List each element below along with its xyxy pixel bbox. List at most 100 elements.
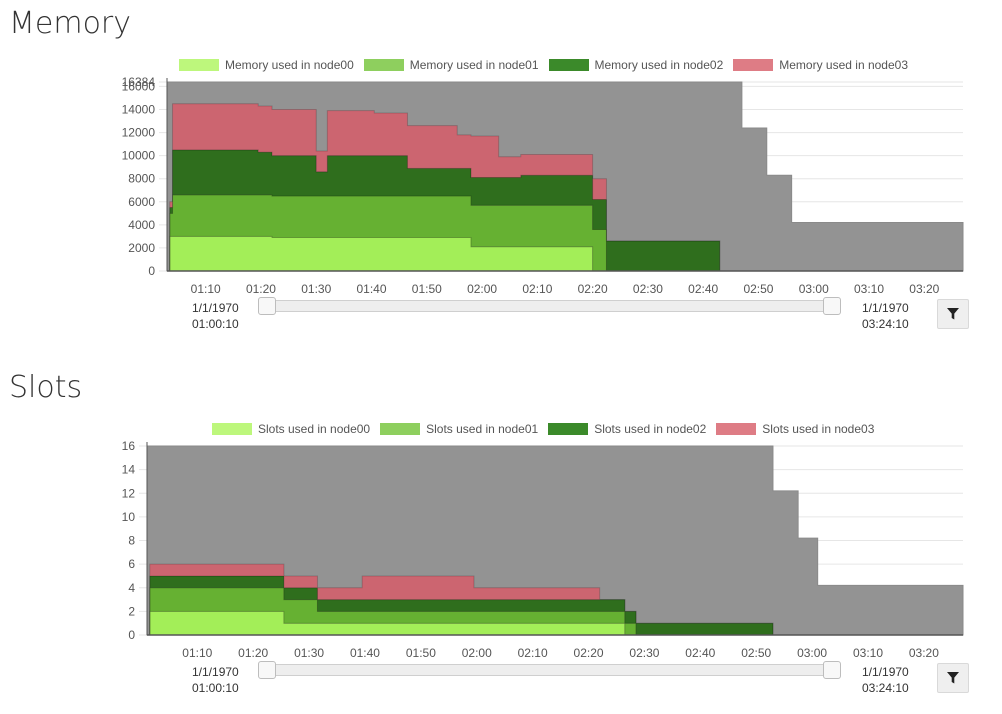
slots-x-tick-label: 01:10 — [182, 646, 212, 660]
memory-range-end: 1/1/1970 03:24:10 — [862, 300, 909, 332]
memory-x-tick-label: 02:10 — [522, 282, 552, 296]
slots-x-tick-label: 01:20 — [238, 646, 268, 660]
slots-y-tick-label: 12 — [122, 486, 136, 500]
memory-y-tick-label: 14000 — [122, 103, 156, 117]
slots-y-tick-label: 14 — [122, 463, 136, 477]
memory-x-tick-label: 02:20 — [578, 282, 608, 296]
memory-y-tick-label: 6000 — [128, 195, 155, 209]
memory-range-start: 1/1/1970 01:00:10 — [192, 300, 239, 332]
memory-x-tick-label: 02:00 — [467, 282, 497, 296]
slots-y-tick-label: 0 — [128, 628, 135, 642]
filter-icon — [947, 672, 959, 684]
legend-swatch-node02 — [548, 59, 589, 71]
legend-label: Memory used in node02 — [594, 58, 724, 72]
memory-x-tick-label: 01:50 — [412, 282, 442, 296]
legend-label: Memory used in node00 — [225, 58, 354, 72]
slots-x-tick-label: 01:30 — [294, 646, 324, 660]
memory-series-node03 — [167, 103, 963, 272]
memory-y-tick-label: 8000 — [128, 172, 155, 186]
memory-y-tick-label: 10000 — [122, 149, 156, 163]
memory-x-tick-label: 03:20 — [909, 282, 939, 296]
memory-y-tick-label: 12000 — [122, 126, 156, 140]
memory-legend-item-node00[interactable]: Memory used in node00 — [179, 58, 354, 72]
slots-x-tick-label: 03:00 — [797, 646, 827, 660]
memory-x-tick-label: 01:30 — [301, 282, 331, 296]
memory-range-handle-right[interactable] — [823, 297, 841, 315]
memory-range-start-time: 01:00:10 — [192, 317, 239, 331]
slots-x-tick-label: 01:50 — [406, 646, 436, 660]
memory-x-tick-label: 02:30 — [633, 282, 663, 296]
memory-x-tick-label: 01:10 — [191, 282, 221, 296]
slots-range-handle-left[interactable] — [258, 661, 276, 679]
slots-y-tick-label: 2 — [128, 604, 135, 618]
memory-y-tick-label: 4000 — [128, 218, 155, 232]
legend-swatch-node02 — [548, 423, 589, 435]
memory-legend-item-node02[interactable]: Memory used in node02 — [548, 58, 724, 72]
memory-chart: 0 2000 4000 6000 8000 10000 12000 14000 16000163… — [122, 75, 964, 296]
legend-swatch-node00 — [212, 423, 252, 435]
slots-y-tick-label: 6 — [128, 557, 135, 571]
memory-x-tick-label: 03:00 — [799, 282, 829, 296]
slots-y-tick-label: 8 — [128, 534, 135, 548]
memory-range-handle-left[interactable] — [258, 297, 276, 315]
slots-range-slider[interactable] — [268, 664, 834, 676]
memory-y-tick-label: 16384 — [122, 75, 156, 89]
legend-swatch-node03 — [733, 59, 774, 71]
legend-label: Memory used in node01 — [409, 58, 539, 72]
memory-y-tick-label: 2000 — [128, 241, 155, 255]
slots-legend-item-node02[interactable]: Slots used in node02 — [548, 422, 706, 436]
slots-x-tick-label: 03:20 — [909, 646, 939, 660]
memory-x-tick-label: 01:40 — [357, 282, 387, 296]
legend-swatch-node01 — [363, 59, 404, 71]
slots-y-tick-label: 16 — [122, 439, 136, 453]
memory-range-end-date: 1/1/1970 — [862, 301, 909, 315]
legend-label: Slots used in node03 — [762, 422, 875, 436]
slots-x-tick-label: 03:10 — [853, 646, 883, 660]
slots-x-tick-label: 02:10 — [518, 646, 548, 660]
memory-legend-item-node01[interactable]: Memory used in node01 — [363, 58, 539, 72]
slots-x-tick-label: 02:20 — [574, 646, 604, 660]
slots-x-tick-label: 02:00 — [462, 646, 492, 660]
memory-section-title: Memory — [9, 6, 132, 41]
slots-range-handle-right[interactable] — [823, 661, 841, 679]
slots-x-tick-label: 02:30 — [629, 646, 659, 660]
memory-x-tick-label: 02:40 — [688, 282, 718, 296]
slots-x-tick-label: 01:40 — [350, 646, 380, 660]
slots-legend: Slots used in node00 Slots used in node0… — [212, 422, 884, 436]
memory-x-tick-label: 03:10 — [854, 282, 884, 296]
legend-label: Slots used in node01 — [426, 422, 539, 436]
slots-legend-item-node01[interactable]: Slots used in node01 — [380, 422, 538, 436]
slots-range-start-time: 01:00:10 — [192, 681, 239, 695]
filter-icon — [947, 308, 959, 320]
memory-x-tick-label: 01:20 — [246, 282, 276, 296]
legend-label: Slots used in node00 — [258, 422, 371, 436]
slots-x-tick-label: 02:50 — [741, 646, 771, 660]
memory-range-end-time: 03:24:10 — [862, 317, 909, 331]
memory-range-slider[interactable] — [268, 300, 834, 312]
slots-legend-item-node00[interactable]: Slots used in node00 — [212, 422, 370, 436]
legend-swatch-node01 — [380, 423, 421, 435]
slots-y-tick-label: 4 — [128, 581, 135, 595]
memory-legend-item-node03[interactable]: Memory used in node03 — [733, 58, 908, 72]
memory-legend: Memory used in node00 Memory used in nod… — [179, 58, 918, 72]
slots-range-start: 1/1/1970 01:00:10 — [192, 664, 239, 696]
slots-chart: 0 2 4 6 8 10 12 14 16 01:10 01:20 01:30 01:40 01:50 02… — [122, 439, 964, 660]
slots-section-title: Slots — [9, 370, 83, 405]
slots-filter-button[interactable] — [937, 663, 969, 693]
legend-swatch-node03 — [716, 423, 757, 435]
memory-filter-button[interactable] — [937, 299, 969, 329]
memory-y-tick-label: 0 — [148, 264, 155, 278]
slots-range-end-time: 03:24:10 — [862, 681, 909, 695]
memory-y-tick-label: 16000 — [122, 79, 156, 93]
slots-series-node03 — [147, 563, 963, 636]
legend-label: Slots used in node02 — [594, 422, 707, 436]
memory-range-start-date: 1/1/1970 — [192, 301, 239, 315]
legend-swatch-node00 — [179, 59, 219, 71]
slots-y-tick-label: 10 — [122, 510, 136, 524]
memory-x-tick-label: 02:50 — [743, 282, 773, 296]
slots-range-end-date: 1/1/1970 — [862, 665, 909, 679]
slots-range-start-date: 1/1/1970 — [192, 665, 239, 679]
slots-x-tick-label: 02:40 — [685, 646, 715, 660]
slots-range-end: 1/1/1970 03:24:10 — [862, 664, 909, 696]
slots-legend-item-node03[interactable]: Slots used in node03 — [716, 422, 874, 436]
